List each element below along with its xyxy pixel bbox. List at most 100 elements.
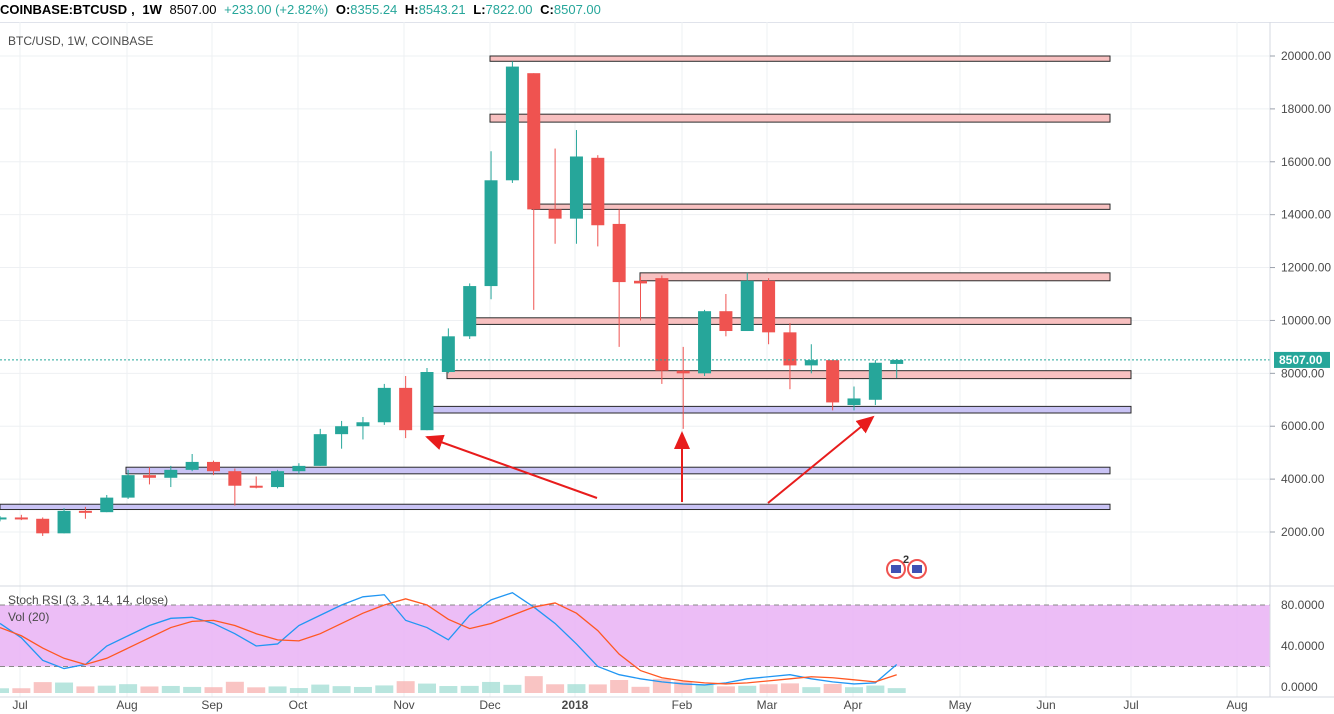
price-tick-label-7: 16000.00 bbox=[1281, 155, 1331, 169]
flag-canton-2 bbox=[912, 565, 922, 573]
volume-bar-26 bbox=[546, 684, 565, 693]
candle-1 bbox=[14, 514, 28, 521]
price-tick-label-9: 20000.00 bbox=[1281, 49, 1331, 63]
candle-body-17 bbox=[356, 422, 370, 427]
volume-bar-16 bbox=[332, 686, 351, 693]
candle-8 bbox=[164, 465, 178, 488]
price-tick-label-6: 14000.00 bbox=[1281, 208, 1331, 222]
zones bbox=[0, 55, 1132, 511]
candle-7 bbox=[142, 467, 156, 485]
candle-0 bbox=[0, 516, 7, 522]
volume-bar-5 bbox=[97, 685, 116, 693]
interval-label[interactable]: 1W bbox=[142, 2, 162, 17]
chart-title: BTC/USD, 1W, COINBASE bbox=[8, 34, 154, 48]
volume-bar-18 bbox=[375, 685, 394, 693]
candle-34 bbox=[719, 294, 733, 337]
candle-body-5 bbox=[100, 497, 114, 513]
candle-22 bbox=[463, 283, 477, 339]
volume-bar-20 bbox=[418, 683, 436, 693]
price-tick-label-0: 2000.00 bbox=[1281, 525, 1325, 539]
volume-bar-33 bbox=[695, 684, 714, 693]
resistance-zone-1 bbox=[489, 113, 1111, 123]
candle-body-1 bbox=[14, 517, 28, 520]
event-badge[interactable]: 2 bbox=[886, 554, 927, 579]
volume-bar-38 bbox=[802, 687, 821, 693]
price-label-box bbox=[1274, 351, 1330, 368]
candle-body-42 bbox=[890, 359, 904, 364]
candle-body-34 bbox=[719, 311, 733, 332]
price-tick-label-8: 18000.00 bbox=[1281, 102, 1331, 116]
volume-bar-13 bbox=[268, 686, 287, 693]
low-key: L: bbox=[473, 2, 486, 17]
price-tick-label-1: 4000.00 bbox=[1281, 472, 1325, 486]
candle-body-38 bbox=[804, 360, 818, 366]
price-change: +233.00 (+2.82%) bbox=[224, 2, 329, 17]
candle-10 bbox=[207, 460, 220, 476]
candle-body-8 bbox=[164, 469, 178, 478]
stoch-lines bbox=[0, 591, 898, 686]
volume-bar-29 bbox=[610, 680, 629, 693]
candles bbox=[0, 61, 904, 536]
volume-bar-22 bbox=[460, 685, 479, 693]
candle-29 bbox=[612, 209, 626, 347]
symbol-name[interactable]: COINBASE:BTCUSD bbox=[0, 2, 128, 17]
volume-bar-23 bbox=[482, 681, 501, 693]
volume-bar-14 bbox=[289, 688, 308, 693]
time-tick-label-9: Apr bbox=[844, 698, 863, 712]
candle-body-2 bbox=[36, 518, 50, 534]
volume-bars bbox=[0, 676, 906, 693]
candle-14 bbox=[292, 463, 306, 474]
candle-3 bbox=[57, 508, 71, 534]
volume-bar-1 bbox=[12, 688, 31, 693]
candle-15 bbox=[313, 428, 327, 466]
candle-body-31 bbox=[655, 278, 669, 371]
candle-body-21 bbox=[441, 336, 455, 373]
candle-body-37 bbox=[783, 332, 797, 366]
time-tick-label-12: Jul bbox=[1123, 698, 1138, 712]
support-zone-2 bbox=[0, 503, 1111, 511]
candle-body-12 bbox=[249, 485, 263, 488]
volume-bar-8 bbox=[161, 685, 180, 693]
candle-body-40 bbox=[847, 398, 861, 406]
candle-12 bbox=[249, 476, 263, 489]
candle-23 bbox=[484, 151, 498, 300]
volume-bar-40 bbox=[845, 687, 863, 693]
time-tick-label-0: Jul bbox=[12, 698, 27, 712]
candle-18 bbox=[377, 383, 391, 425]
support-zone-1 bbox=[125, 466, 1111, 475]
volume-bar-42 bbox=[887, 688, 906, 693]
arrow-2 bbox=[767, 415, 875, 504]
price-tick-label-5: 12000.00 bbox=[1281, 261, 1331, 275]
resistance-zone-4 bbox=[472, 317, 1132, 325]
flag-canton-1 bbox=[891, 565, 901, 573]
resistance-zone-2 bbox=[531, 203, 1111, 210]
candle-33 bbox=[698, 309, 712, 376]
volume-bar-27 bbox=[567, 684, 586, 693]
candle-13 bbox=[271, 469, 285, 489]
candle-body-33 bbox=[698, 311, 712, 374]
candle-39 bbox=[826, 360, 840, 411]
stoch-series-0 bbox=[0, 591, 898, 686]
time-tick-label-6: 2018 bbox=[562, 698, 589, 712]
time-tick-label-10: May bbox=[949, 698, 972, 712]
candle-body-3 bbox=[57, 510, 71, 534]
volume-label: Vol (20) bbox=[8, 610, 50, 624]
candle-body-0 bbox=[0, 517, 7, 520]
time-tick-label-4: Nov bbox=[393, 698, 414, 712]
candle-body-36 bbox=[762, 280, 776, 333]
volume-bar-36 bbox=[759, 684, 778, 693]
candle-6 bbox=[121, 469, 135, 499]
candle-body-10 bbox=[207, 461, 220, 472]
volume-bar-21 bbox=[439, 686, 458, 693]
candle-body-28 bbox=[591, 157, 605, 226]
volume-bar-12 bbox=[247, 687, 266, 693]
volume-bar-34 bbox=[716, 686, 735, 693]
candle-38 bbox=[804, 344, 818, 374]
price-label: 8507.00 bbox=[1279, 353, 1323, 367]
stoch-tick-label-1: 40.0000 bbox=[1281, 639, 1325, 653]
candle-body-6 bbox=[121, 475, 135, 498]
candle-body-26 bbox=[548, 209, 562, 219]
candle-body-16 bbox=[335, 426, 349, 435]
candle-body-13 bbox=[271, 471, 285, 488]
